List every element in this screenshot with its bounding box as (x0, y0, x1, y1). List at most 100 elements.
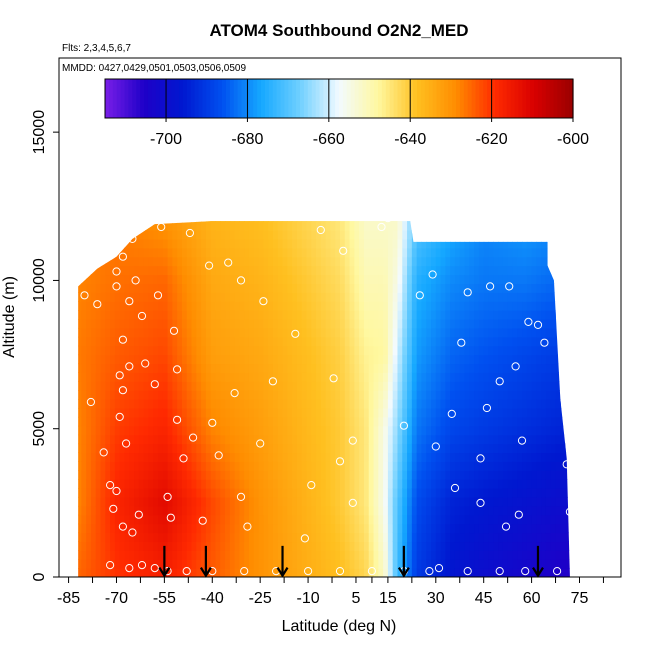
field-cell (522, 310, 528, 320)
field-cell (244, 247, 250, 258)
field-cell (287, 434, 293, 445)
field-cell (392, 381, 399, 391)
field-cell (335, 318, 341, 329)
field-cell (287, 416, 293, 427)
field-cell (268, 479, 274, 489)
field-cell (531, 256, 537, 267)
field-cell (234, 310, 241, 320)
field-cell (335, 363, 341, 373)
field-cell (407, 461, 413, 471)
field-cell (72, 435, 77, 445)
field-cell (124, 523, 130, 534)
field-cell (81, 327, 87, 338)
field-cell (143, 416, 150, 427)
field-cell (545, 363, 552, 373)
field-cell (292, 532, 298, 543)
field-cell (191, 523, 197, 534)
field-cell (78, 292, 82, 302)
field-cell (392, 256, 399, 267)
field-cell (550, 425, 557, 436)
field-cell (502, 559, 509, 569)
field-cell (440, 265, 446, 276)
field-cell (210, 221, 217, 222)
field-cell (531, 407, 537, 418)
field-cell (450, 514, 456, 525)
field-cell (407, 550, 413, 560)
field-cell (407, 559, 413, 569)
field-cell (138, 488, 145, 498)
field-cell (81, 505, 87, 516)
field-cell (205, 505, 212, 516)
field-cell (454, 496, 461, 507)
field-cell (359, 443, 365, 454)
field-cell (426, 345, 432, 356)
field-cell (301, 265, 308, 276)
field-cell (565, 488, 570, 498)
field-cell (311, 568, 317, 577)
field-cell (397, 256, 403, 267)
field-cell (205, 443, 212, 454)
field-cell (407, 488, 413, 498)
field-cell (287, 461, 293, 471)
field-cell (325, 327, 332, 338)
colorbar-swatch (424, 79, 430, 118)
field-cell (225, 345, 231, 356)
observation-point (99, 448, 108, 457)
field-cell (268, 470, 274, 480)
field-cell (90, 381, 97, 391)
field-cell (474, 310, 480, 320)
field-cell (560, 523, 566, 534)
field-cell (306, 230, 312, 240)
field-cell (134, 488, 140, 498)
field-cell (306, 381, 312, 391)
field-cell (296, 345, 303, 356)
field-cell (100, 372, 106, 382)
field-cell (507, 407, 514, 418)
field-cell (201, 230, 207, 240)
field-cell (555, 256, 561, 267)
field-cell (426, 496, 432, 507)
observation-point (259, 297, 268, 306)
field-cell (110, 550, 116, 560)
field-cell (143, 221, 150, 222)
field-cell (440, 363, 446, 373)
field-cell (263, 283, 269, 293)
field-cell (575, 461, 580, 471)
field-cell (296, 256, 303, 267)
field-cell (248, 461, 255, 471)
field-cell (78, 541, 82, 551)
field-cell (229, 443, 236, 454)
field-cell (196, 443, 202, 454)
field-cell (201, 310, 207, 320)
field-cell (105, 256, 111, 267)
observation-point (150, 564, 159, 573)
field-cell (378, 256, 384, 267)
field-cell (316, 550, 322, 560)
field-cell (435, 265, 442, 276)
field-cell (244, 443, 250, 454)
field-cell (110, 452, 116, 462)
field-cell (373, 488, 379, 498)
field-cell (493, 425, 499, 436)
field-cell (570, 515, 575, 525)
field-cell (411, 256, 418, 267)
field-cell (402, 416, 408, 427)
field-cell (502, 452, 509, 462)
field-cell (134, 568, 140, 577)
field-cell (435, 470, 442, 480)
field-cell (205, 318, 212, 329)
field-cell (344, 452, 351, 462)
field-cell (110, 399, 116, 409)
field-cell (86, 372, 92, 382)
field-cell (210, 238, 217, 249)
colorbar-swatch (132, 79, 137, 118)
field-cell (349, 345, 355, 356)
field-cell (387, 479, 394, 489)
field-cell (550, 238, 557, 249)
field-cell (560, 381, 566, 391)
field-cell (378, 550, 384, 560)
field-cell (464, 479, 470, 489)
field-cell (469, 390, 475, 400)
field-cell (416, 256, 423, 267)
field-cell (435, 363, 442, 373)
